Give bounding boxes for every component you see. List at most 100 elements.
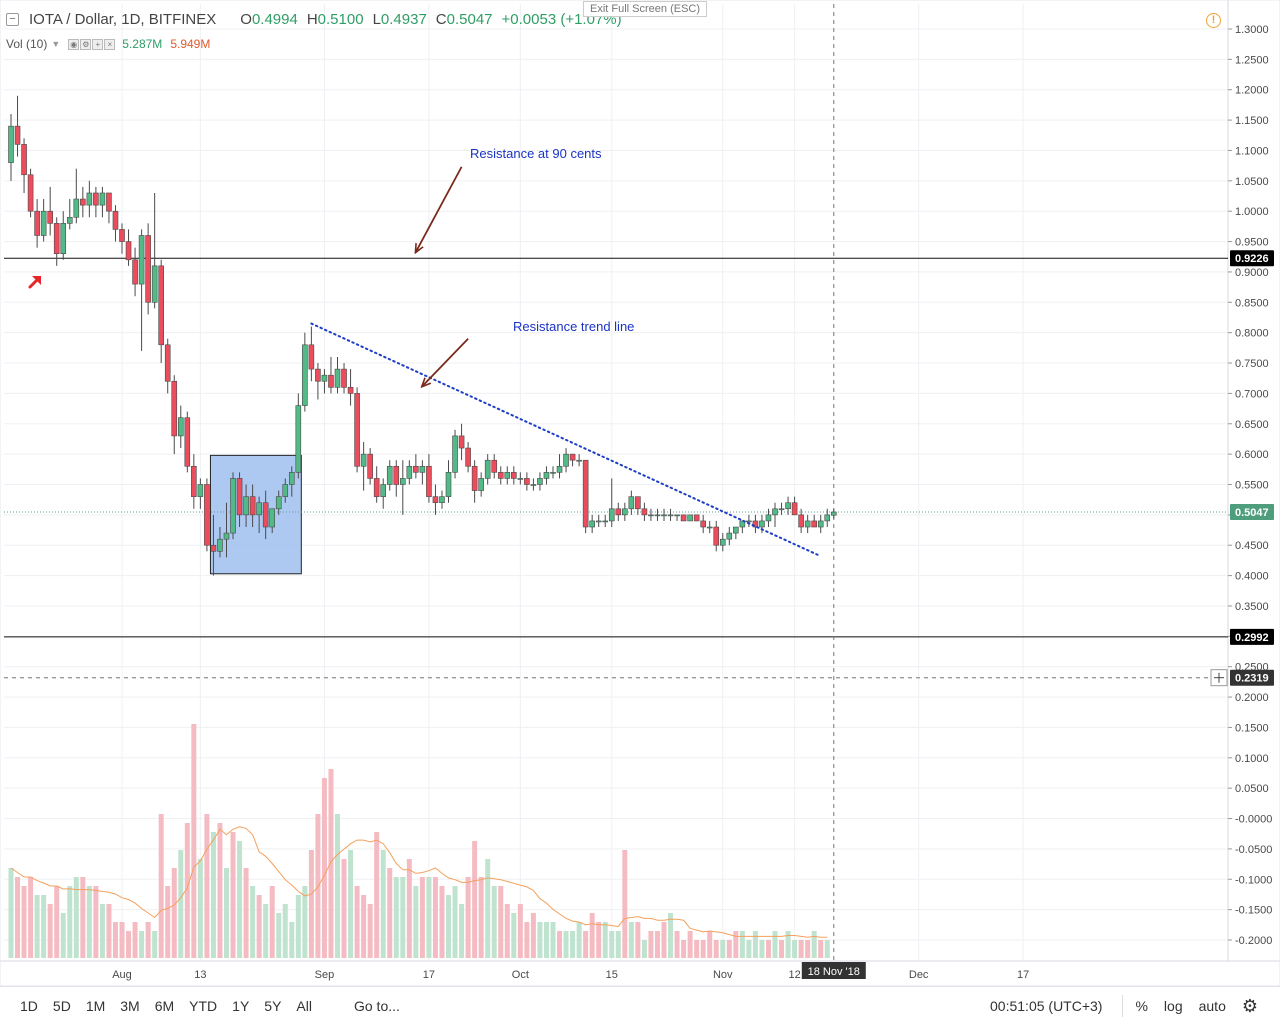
- eye-icon[interactable]: ◉: [68, 38, 80, 50]
- volume-bar: [165, 886, 171, 958]
- collapse-legend-icon[interactable]: −: [6, 13, 19, 26]
- chevron-down-icon[interactable]: ▼: [51, 39, 61, 49]
- volume-bar: [80, 877, 86, 958]
- volume-ma-value: 5.949M: [170, 37, 211, 51]
- range-1y-button[interactable]: 1Y: [232, 997, 250, 1014]
- candle-body: [811, 520, 817, 528]
- candle-body: [106, 192, 112, 212]
- range-1m-button[interactable]: 1M: [85, 997, 106, 1014]
- candle-body: [752, 520, 759, 528]
- candle-body: [184, 417, 191, 467]
- volume-bar: [459, 904, 465, 958]
- price-axis[interactable]: 1.3000 1.2500 1.2000 1.1500 1.1000 1.0500 1.00…: [1210, 24, 1274, 947]
- volume-bar: [106, 904, 112, 958]
- candle: [386, 460, 393, 491]
- volume-bar: [641, 940, 647, 958]
- volume-bar: [152, 931, 158, 958]
- volume-bar: [498, 886, 504, 958]
- chart-canvas[interactable]: Resistance at 90 cents Resistance trend l…: [0, 0, 1280, 986]
- candle-body: [524, 478, 530, 485]
- candle-body: [40, 210, 47, 236]
- clock[interactable]: 00:51:05 (UTC+3): [990, 998, 1103, 1014]
- toolbar-right: 00:51:05 (UTC+3) % log auto ⚙: [990, 987, 1280, 1024]
- candle-body: [576, 459, 582, 462]
- candle-body: [674, 514, 680, 517]
- volume-bar: [432, 877, 438, 958]
- volume-bar: [93, 886, 99, 958]
- settings-icon[interactable]: ⚙: [80, 38, 92, 50]
- candle: [478, 472, 484, 497]
- candle-body: [73, 198, 80, 218]
- range-5y-button[interactable]: 5Y: [264, 997, 282, 1014]
- goto-button[interactable]: Go to...: [353, 997, 400, 1014]
- candle: [269, 508, 276, 534]
- volume-bar: [752, 931, 758, 958]
- volume-bar: [126, 931, 132, 958]
- candle: [628, 490, 635, 515]
- auto-toggle[interactable]: auto: [1198, 998, 1226, 1014]
- volume-bar: [648, 931, 654, 958]
- annotation-arrow: [416, 166, 463, 252]
- candle-body: [360, 453, 367, 467]
- candle: [602, 514, 609, 528]
- candle-body: [315, 368, 321, 382]
- range-6m-button[interactable]: 6M: [154, 997, 175, 1014]
- volume-bar: [485, 859, 491, 958]
- candle: [210, 514, 217, 576]
- exit-fullscreen-button[interactable]: Exit Full Screen (ESC): [583, 1, 708, 17]
- add-icon[interactable]: +: [92, 38, 104, 50]
- candle: [439, 490, 445, 509]
- candle: [622, 502, 628, 521]
- candle-body: [288, 472, 295, 485]
- symbol-title[interactable]: IOTA / Dollar, 1D, BITFINEX: [29, 11, 217, 28]
- volume-bar: [308, 850, 314, 958]
- candle: [106, 192, 112, 224]
- volume-bar: [798, 940, 804, 958]
- range-5d-button[interactable]: 5D: [52, 997, 71, 1014]
- hline-price-label: 0.9226: [1230, 250, 1274, 267]
- candle-body: [452, 435, 458, 473]
- volume-bar: [289, 922, 295, 958]
- candle: [191, 454, 197, 509]
- candle: [132, 247, 138, 297]
- range-3m-button[interactable]: 3M: [120, 997, 140, 1014]
- range-ytd-button[interactable]: YTD: [189, 997, 218, 1014]
- candle-body: [824, 514, 831, 522]
- volume-bar: [54, 886, 60, 958]
- candle: [184, 411, 191, 473]
- percent-toggle[interactable]: %: [1135, 998, 1148, 1014]
- annotations: Resistance at 90 cents Resistance trend l…: [28, 146, 634, 386]
- gear-icon[interactable]: ⚙: [1241, 995, 1258, 1016]
- volume-bar: [139, 931, 145, 958]
- price-tick-label: 0.8000: [1235, 328, 1269, 340]
- range-1d-button[interactable]: 1D: [20, 997, 38, 1014]
- alert-icon[interactable]: !: [1206, 13, 1221, 28]
- candle: [739, 520, 746, 534]
- volume-title[interactable]: Vol (10): [6, 37, 48, 51]
- volume-bar: [28, 877, 34, 958]
- time-tick-label: 12: [788, 969, 800, 981]
- close-icon[interactable]: ×: [104, 38, 116, 50]
- candle: [484, 454, 491, 485]
- range-all-button[interactable]: All: [296, 997, 312, 1014]
- ohlc-high: H0.5100: [306, 11, 364, 28]
- volume-bar: [563, 931, 569, 958]
- volume-bar: [472, 841, 478, 958]
- price-tick-label: -0.0000: [1235, 814, 1272, 826]
- candle-body: [556, 465, 563, 473]
- volume-bar: [707, 931, 713, 958]
- time-tick-label: Oct: [512, 969, 529, 981]
- candle: [34, 199, 40, 248]
- ohlc-low: L0.4937: [372, 11, 427, 28]
- volume-bar: [517, 904, 523, 958]
- time-axis[interactable]: Aug 13 Sep 17 Oct 15 Nov 12 Dec 17 18 Nov '18: [112, 962, 1029, 981]
- volume-bar: [661, 922, 667, 958]
- candle-body: [53, 223, 60, 255]
- volume-bar: [302, 886, 308, 958]
- log-toggle[interactable]: log: [1163, 998, 1183, 1014]
- candle: [93, 186, 99, 218]
- volume-bar: [60, 913, 66, 958]
- candle-body: [693, 514, 700, 522]
- hline-price-label-text: 0.9226: [1235, 253, 1269, 265]
- candle: [177, 405, 184, 449]
